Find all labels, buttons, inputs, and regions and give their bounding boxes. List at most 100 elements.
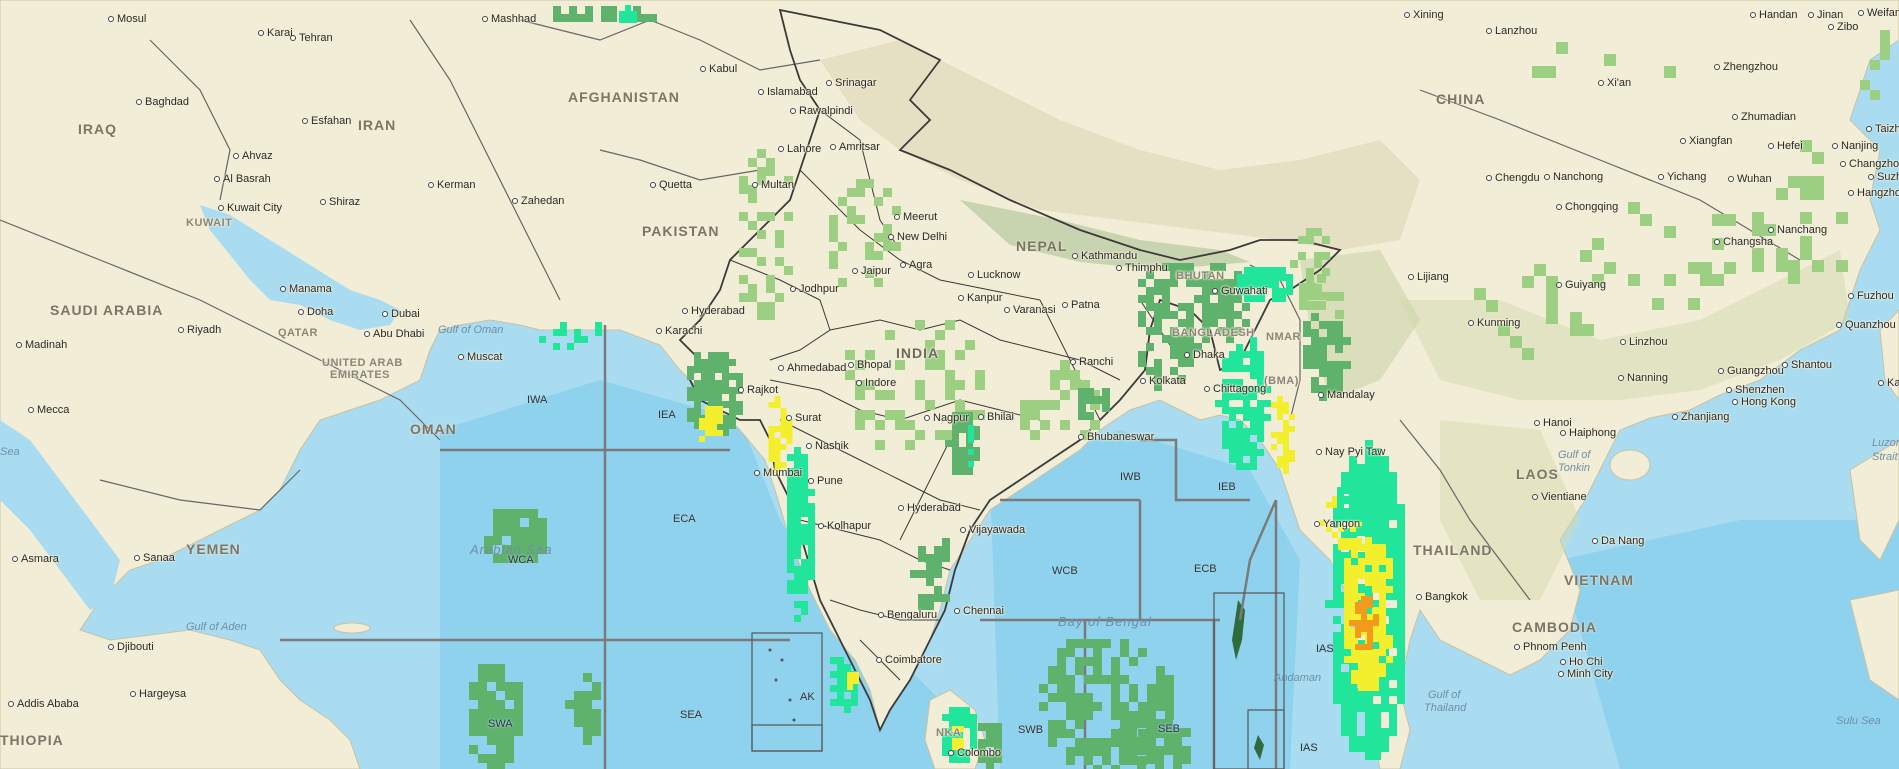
- cities-agra-label[interactable]: Agra: [900, 260, 932, 271]
- cities-esfahan-label[interactable]: Esfahan: [302, 116, 351, 127]
- cities-kolhapur-label[interactable]: Kolhapur: [818, 521, 871, 532]
- cities-ahvaz-label[interactable]: Ahvaz: [233, 151, 273, 162]
- cities-bengaluru-label[interactable]: Bengaluru: [878, 610, 937, 621]
- cities-addisababa-label[interactable]: Addis Ababa: [8, 699, 79, 710]
- cities-doha-label[interactable]: Doha: [298, 307, 333, 318]
- cities-surat-label[interactable]: Surat: [786, 413, 821, 424]
- cities-tehran-label[interactable]: Tehran: [290, 33, 333, 44]
- cities-coimbatore-label[interactable]: Coimbatore: [876, 655, 942, 666]
- cities-sanaa-label[interactable]: Sanaa: [134, 553, 175, 564]
- cities-manama-label[interactable]: Manama: [280, 284, 332, 295]
- cities-colombo-label[interactable]: Colombo: [948, 748, 1001, 759]
- cities-nanning-label[interactable]: Nanning: [1618, 373, 1668, 384]
- cities-chengdu-label[interactable]: Chengdu: [1486, 173, 1540, 184]
- zones-iea-label[interactable]: IEA: [658, 409, 676, 421]
- cities-hochiminh2-label[interactable]: Minh City: [1558, 669, 1613, 680]
- cities-mandalay-label[interactable]: Mandalay: [1318, 390, 1375, 401]
- cities-chongqing-label[interactable]: Chongqing: [1556, 202, 1618, 213]
- zones-ecb-label[interactable]: ECB: [1194, 563, 1217, 575]
- cities-lijiang-label[interactable]: Lijiang: [1408, 272, 1449, 283]
- cities-islamabad-label[interactable]: Islamabad: [758, 87, 818, 98]
- cities-bhubaneswar-label[interactable]: Bhubaneswar: [1078, 432, 1154, 443]
- cities-changzhou-label[interactable]: Changzhou: [1840, 159, 1899, 170]
- cities-changsha-label[interactable]: Changsha: [1714, 237, 1773, 248]
- zones-ieb-label[interactable]: IEB: [1218, 481, 1236, 493]
- cities-abudhabi-label[interactable]: Abu Dhabi: [364, 329, 424, 340]
- cities-riyadh-label[interactable]: Riyadh: [178, 325, 221, 336]
- cities-chennai-label[interactable]: Chennai: [954, 606, 1004, 617]
- cities-xian-label[interactable]: Xi'an: [1598, 78, 1631, 89]
- cities-lahore-label[interactable]: Lahore: [778, 144, 821, 155]
- cities-amritsar-label[interactable]: Amritsar: [830, 142, 880, 153]
- cities-albasrah-label[interactable]: Al Basrah: [214, 174, 271, 185]
- cities-hefei-label[interactable]: Hefei: [1768, 141, 1803, 152]
- cities-hangzhou-label[interactable]: Hangzhou: [1848, 188, 1899, 199]
- cities-jodhpur-label[interactable]: Jodhpur: [790, 284, 839, 295]
- cities-mosul-label[interactable]: Mosul: [108, 14, 146, 25]
- zones-iwb-label[interactable]: IWB: [1120, 471, 1141, 483]
- cities-yichang-label[interactable]: Yichang: [1658, 172, 1706, 183]
- zones-iwa-label[interactable]: IWA: [527, 394, 548, 406]
- cities-zhengzhou-label[interactable]: Zhengzhou: [1714, 62, 1778, 73]
- zones-as-label[interactable]: IAS: [1316, 643, 1334, 655]
- zones-wcb-label[interactable]: WCB: [1052, 565, 1078, 577]
- cities-xining-label[interactable]: Xining: [1404, 10, 1444, 21]
- cities-kolkata-label[interactable]: Kolkata: [1140, 376, 1186, 387]
- cities-liuzhou-label[interactable]: Linzhou: [1620, 337, 1668, 348]
- cities-lanzhou-label[interactable]: Lanzhou: [1486, 26, 1537, 37]
- cities-bhopal-label[interactable]: Bhopal: [848, 360, 891, 371]
- cities-pune-label[interactable]: Pune: [808, 476, 843, 487]
- cities-phnompenh-label[interactable]: Phnom Penh: [1514, 642, 1587, 653]
- cities-vientiane-label[interactable]: Vientiane: [1532, 492, 1587, 503]
- cities-fuzhou-label[interactable]: Fuzhou: [1848, 291, 1894, 302]
- cities-yangon-label[interactable]: Yangon: [1314, 519, 1360, 530]
- cities-nagpur-label[interactable]: Nagpur: [924, 413, 969, 424]
- cities-newdelhi-label[interactable]: New Delhi: [888, 232, 947, 243]
- cities-quanzhou-label[interactable]: Quanzhou: [1836, 320, 1896, 331]
- cities-nanchang-label[interactable]: Nanchang: [1768, 225, 1827, 236]
- cities-rajkot-label[interactable]: Rajkot: [738, 385, 778, 396]
- zones-seb-label[interactable]: SEB: [1158, 723, 1181, 735]
- zones-as2-label[interactable]: IAS: [1300, 742, 1318, 754]
- cities-handan-label[interactable]: Handan: [1750, 10, 1798, 21]
- cities-weifang-label[interactable]: Weifang: [1858, 8, 1899, 19]
- cities-karaj-label[interactable]: Karaj: [258, 28, 293, 39]
- cities-ranchi-label[interactable]: Ranchi: [1070, 357, 1113, 368]
- zones-eca-label[interactable]: ECA: [673, 513, 696, 525]
- cities-shantou-label[interactable]: Shantou: [1782, 360, 1832, 371]
- cities-lucknow-label[interactable]: Lucknow: [968, 270, 1020, 281]
- cities-kaohsiung-label[interactable]: Kaohs: [1878, 378, 1899, 389]
- zones-sea-zone-label[interactable]: SEA: [680, 709, 703, 721]
- cities-zahedan-label[interactable]: Zahedan: [512, 196, 564, 207]
- cities-multan-label[interactable]: Multan: [752, 180, 794, 191]
- cities-guiyang-label[interactable]: Guiyang: [1556, 280, 1606, 291]
- cities-hyderabadin-label[interactable]: Hyderabad: [898, 503, 961, 514]
- cities-kathmandu-label[interactable]: Kathmandu: [1072, 251, 1137, 262]
- cities-kermal-label[interactable]: Kerman: [428, 180, 476, 191]
- cities-guwahati-label[interactable]: Guwahati: [1212, 286, 1267, 297]
- zones-ak-label[interactable]: AK: [800, 691, 815, 703]
- cities-zhanjiang-label[interactable]: Zhanjiang: [1672, 412, 1729, 423]
- cities-jinan-label[interactable]: Jinan: [1808, 10, 1843, 21]
- cities-hongkong-label[interactable]: Hong Kong: [1732, 397, 1796, 408]
- cities-hargeysa-label[interactable]: Hargeysa: [130, 689, 186, 700]
- cities-hyderabadpk-label[interactable]: Hyderabad: [682, 306, 745, 317]
- cities-indore-label[interactable]: Indore: [856, 378, 896, 389]
- cities-xiangfan-label[interactable]: Xiangfan: [1680, 136, 1732, 147]
- cities-ahmedabad-label[interactable]: Ahmedabad: [778, 363, 846, 374]
- cities-baghdad-label[interactable]: Baghdad: [136, 97, 189, 108]
- cities-jaipur-label[interactable]: Jaipur: [852, 266, 891, 277]
- cities-patna-label[interactable]: Patna: [1062, 300, 1100, 311]
- cities-madinah-label[interactable]: Madinah: [16, 340, 67, 351]
- cities-dhaka-label[interactable]: Dhaka: [1184, 350, 1225, 361]
- cities-shenzhen-label[interactable]: Shenzhen: [1726, 385, 1785, 396]
- cities-kuwaitcity-label[interactable]: Kuwait City: [218, 203, 282, 214]
- cities-bhilai-label[interactable]: Bhilai: [978, 412, 1014, 423]
- cities-guangzhou-label[interactable]: Guangzhou: [1718, 366, 1784, 377]
- cities-suzhou-label[interactable]: Suzhou: [1868, 172, 1899, 183]
- zones-swa-label[interactable]: SWA: [488, 718, 513, 730]
- cities-muscat-label[interactable]: Muscat: [458, 352, 502, 363]
- cities-mashhad-label[interactable]: Mashhad: [482, 14, 536, 25]
